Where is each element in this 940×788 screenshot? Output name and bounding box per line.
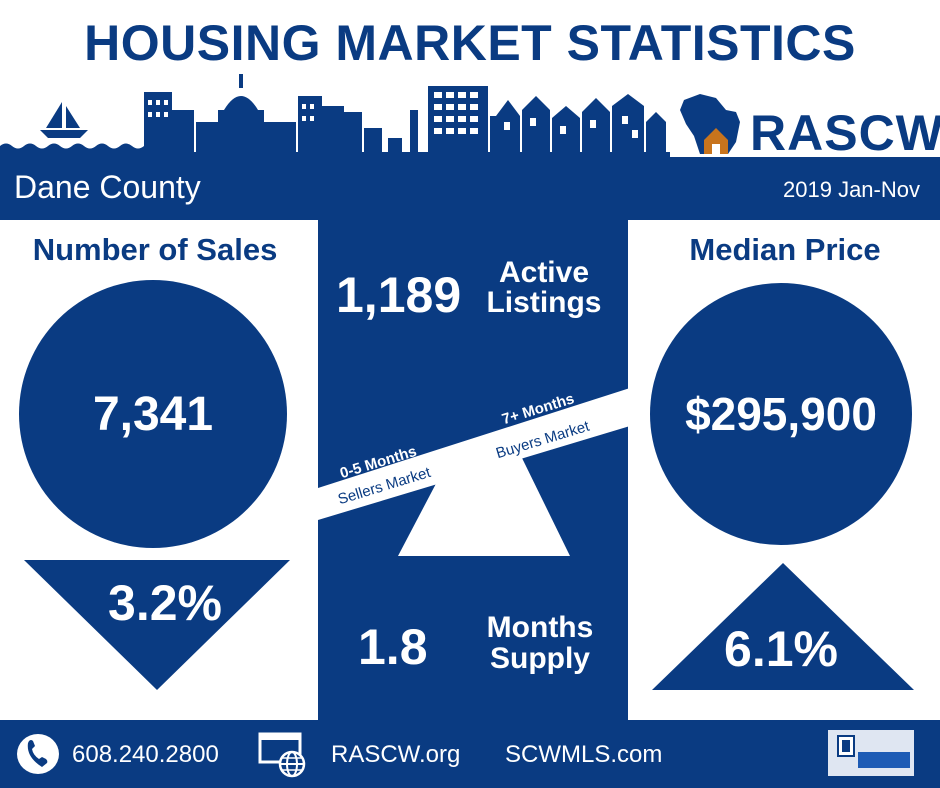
supply-label-line1: Months (486, 611, 594, 644)
realtor-mls-logo (828, 730, 914, 776)
sales-title: Number of Sales (32, 232, 278, 267)
rascw-website-link[interactable]: RASCW.org (331, 741, 461, 768)
active-label-line1: Active (498, 256, 590, 289)
phone-icon (17, 734, 59, 774)
web-globe-icon (258, 732, 306, 778)
sales-change: 3.2% (108, 575, 222, 631)
region-bar: Dane County 2019 Jan-Nov (0, 157, 940, 220)
active-label-line2: Listings (486, 286, 602, 319)
city-skyline-illustration (0, 74, 740, 158)
region-name: Dane County (14, 169, 201, 205)
active-listings-value: 1,189 (336, 267, 462, 323)
period-label: 2019 Jan-Nov (783, 177, 920, 202)
phone-number[interactable]: 608.240.2800 (72, 741, 219, 768)
sales-value: 7,341 (92, 387, 214, 441)
supply-label-line2: Supply (489, 642, 590, 675)
price-change: 6.1% (724, 621, 838, 677)
months-supply-label: Months Supply (470, 612, 610, 674)
footer-bar: 608.240.2800 RASCW.org SCWMLS.com (0, 720, 940, 788)
wisconsin-house-logo (680, 94, 740, 154)
price-title: Median Price (689, 232, 881, 267)
months-supply-value: 1.8 (358, 619, 428, 675)
page-title: HOUSING MARKET STATISTICS (84, 15, 856, 71)
price-value: $295,900 (685, 388, 877, 440)
brand-logo-text: RASCW (750, 105, 940, 161)
active-listings-label: Active Listings (474, 258, 614, 318)
scwmls-website-link[interactable]: SCWMLS.com (505, 741, 663, 768)
price-circle: $295,900 (650, 283, 912, 545)
sales-circle: 7,341 (19, 280, 287, 548)
